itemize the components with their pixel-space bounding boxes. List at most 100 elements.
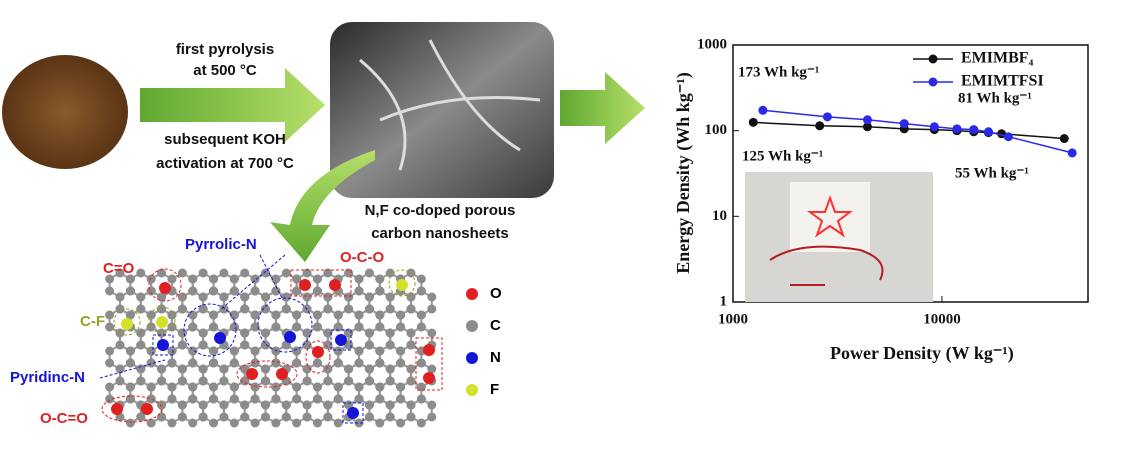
highlight	[415, 337, 443, 391]
atom	[416, 382, 426, 392]
atom	[125, 358, 135, 368]
atom	[146, 274, 156, 284]
atom	[302, 400, 312, 410]
sem-image	[330, 22, 554, 198]
atom	[188, 358, 198, 368]
atom	[312, 322, 322, 332]
arrow	[140, 68, 325, 142]
atom	[198, 340, 208, 350]
atom	[333, 322, 343, 332]
atom	[375, 322, 385, 332]
legend-label: N	[490, 349, 501, 366]
atom	[219, 268, 229, 278]
atom	[167, 382, 177, 392]
atom	[427, 364, 437, 374]
atom	[385, 364, 395, 374]
legend-label: O	[490, 285, 502, 302]
atom	[136, 376, 146, 386]
product-label: N,F co-doped porous	[365, 202, 516, 219]
atom	[354, 346, 364, 356]
atom	[302, 268, 312, 278]
atom	[167, 418, 177, 428]
atom	[146, 382, 156, 392]
atom	[209, 382, 219, 392]
atom	[188, 418, 198, 428]
atom	[260, 364, 270, 374]
atom	[157, 376, 167, 386]
atom	[385, 304, 395, 314]
atom	[105, 358, 115, 368]
series-line	[762, 109, 1073, 154]
atom	[354, 274, 364, 284]
legend-label: EMIMTFSI	[961, 73, 1044, 90]
atom	[385, 412, 395, 422]
atom	[364, 376, 374, 386]
atom	[281, 412, 291, 422]
atom	[354, 358, 364, 368]
atom	[115, 376, 125, 386]
atom	[323, 412, 333, 422]
highlight	[113, 308, 141, 336]
atom	[146, 322, 156, 332]
atom	[229, 394, 239, 404]
atom	[312, 310, 322, 320]
atom	[385, 328, 395, 338]
atom	[427, 328, 437, 338]
data-point	[758, 105, 768, 115]
atom	[302, 292, 312, 302]
structure: C=O Pyrrolic-N O-C-O C-F Pyridinc-N O-C=…	[10, 236, 443, 427]
highlight	[148, 268, 182, 302]
atom	[125, 418, 135, 428]
special-atoms	[111, 279, 435, 419]
atom	[333, 394, 343, 404]
atom	[250, 358, 260, 368]
atom	[271, 418, 281, 428]
atom	[354, 322, 364, 332]
atom	[333, 310, 343, 320]
atom	[292, 394, 302, 404]
x-axis-label: Power Density (W kg⁻¹)	[830, 343, 1014, 364]
atom	[146, 358, 156, 368]
atom	[219, 376, 229, 386]
atom	[271, 346, 281, 356]
atom	[292, 310, 302, 320]
atom	[406, 364, 416, 374]
atom	[198, 412, 208, 422]
powder-image	[2, 55, 128, 169]
atom	[177, 328, 187, 338]
atom	[250, 274, 260, 284]
atom	[302, 328, 312, 338]
data-point	[815, 121, 825, 131]
lattice	[105, 268, 437, 428]
atom	[167, 274, 177, 284]
data-point	[1067, 148, 1077, 158]
atom	[281, 304, 291, 314]
atom	[229, 358, 239, 368]
atom	[427, 304, 437, 314]
atom	[250, 394, 260, 404]
atom	[312, 274, 322, 284]
atom	[198, 304, 208, 314]
data-point	[822, 112, 832, 122]
atom	[105, 286, 115, 296]
atom	[323, 292, 333, 302]
atom	[312, 286, 322, 296]
highlight	[148, 306, 176, 334]
atom	[157, 412, 167, 422]
atom	[292, 382, 302, 392]
atom	[198, 292, 208, 302]
annotation: 173 Wh kg⁻¹	[738, 64, 819, 80]
atom	[198, 376, 208, 386]
atom	[364, 304, 374, 314]
atom	[167, 394, 177, 404]
y-tick-label: 1000	[697, 36, 727, 52]
atom	[406, 304, 416, 314]
atom	[198, 268, 208, 278]
atom	[188, 310, 198, 320]
atom	[375, 358, 385, 368]
atom	[271, 358, 281, 368]
atom	[375, 394, 385, 404]
atom	[416, 274, 426, 284]
atom	[188, 286, 198, 296]
pointer	[99, 254, 286, 379]
